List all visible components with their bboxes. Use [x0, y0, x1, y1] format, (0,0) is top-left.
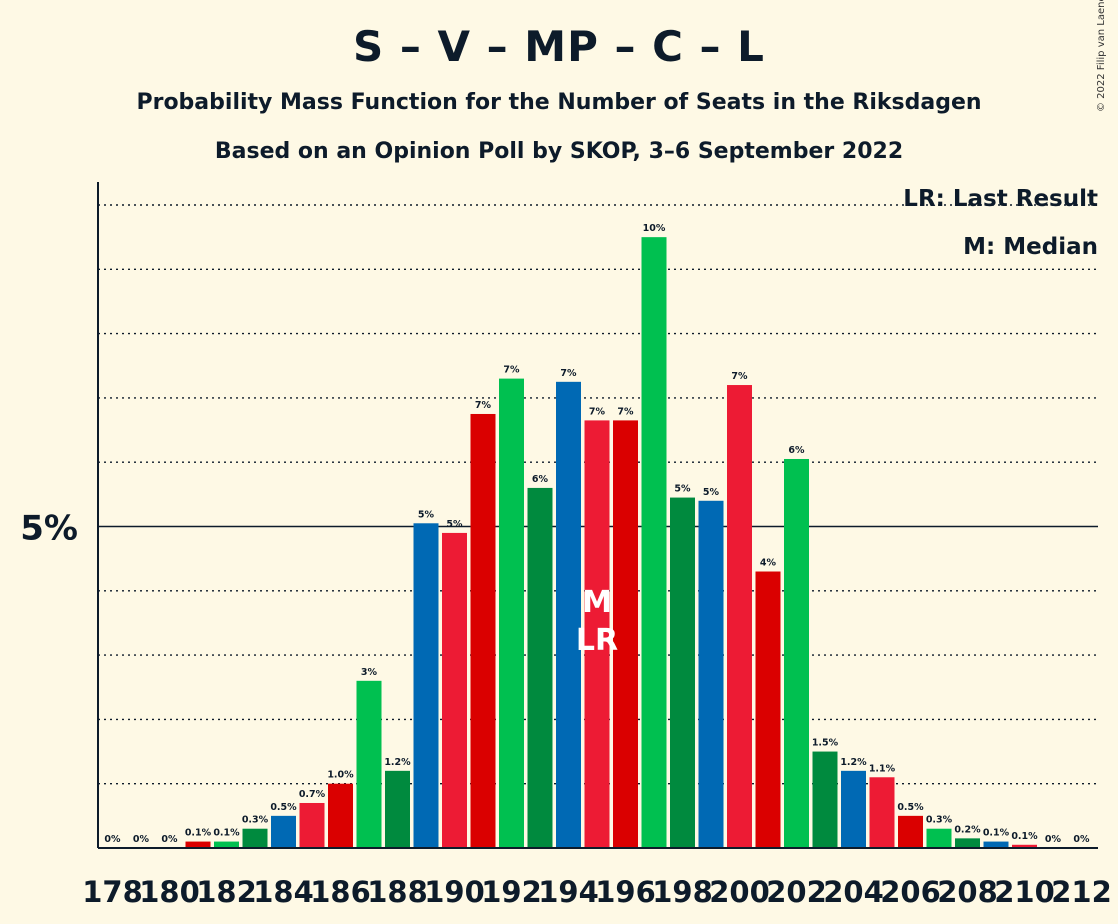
bar-198: [670, 497, 695, 848]
bar-181: [185, 841, 211, 848]
data-label-206: 0.5%: [897, 802, 924, 813]
data-label-178: 0%: [104, 834, 121, 845]
bar-191: [470, 413, 496, 848]
bar-203: [812, 751, 838, 848]
chart-title: S – V – MP – C – L: [353, 22, 765, 71]
bar-184: [271, 815, 296, 848]
data-label-179: 0%: [133, 834, 150, 845]
bar-200: [727, 385, 752, 848]
x-tick-label-188: 188: [367, 875, 428, 909]
data-label-191: 7%: [475, 400, 492, 411]
bar-208: [955, 838, 980, 848]
data-label-207: 0.3%: [926, 815, 953, 826]
bar-206: [898, 815, 923, 848]
data-label-194: 7%: [560, 368, 577, 379]
data-label-209: 0.1%: [983, 828, 1010, 839]
data-label-181: 0.1%: [185, 828, 212, 839]
data-label-204: 1.2%: [840, 757, 867, 768]
bar-183: [242, 828, 268, 848]
x-tick-label-182: 182: [196, 875, 257, 909]
bar-197: [641, 237, 667, 848]
x-tick-label-204: 204: [823, 875, 884, 909]
bar-185: [299, 802, 325, 848]
data-label-192: 7%: [503, 365, 520, 376]
x-tick-label-196: 196: [595, 875, 656, 909]
bar-201: [755, 571, 781, 848]
chart-subtitle-source: Based on an Opinion Poll by SKOP, 3–6 Se…: [214, 139, 904, 164]
x-tick-label-206: 206: [880, 875, 941, 909]
data-label-202: 6%: [788, 445, 805, 456]
data-label-189: 5%: [418, 509, 435, 520]
x-tick-label-180: 180: [139, 875, 200, 909]
bar-196: [613, 420, 638, 848]
x-tick-label-184: 184: [253, 875, 314, 909]
x-tick-label-210: 210: [994, 875, 1055, 909]
bar-204: [841, 770, 866, 848]
x-tick-label-190: 190: [424, 875, 485, 909]
data-label-196: 7%: [617, 406, 634, 417]
legend-last-result: LR: Last Result: [903, 186, 1098, 212]
data-label-183: 0.3%: [242, 815, 269, 826]
data-label-185: 0.7%: [299, 789, 326, 800]
bar-188: [385, 770, 410, 848]
x-tick-label-200: 200: [709, 875, 770, 909]
bar-207: [926, 828, 952, 848]
x-tick-label-208: 208: [937, 875, 998, 909]
bar-210: [1012, 844, 1037, 848]
bar-187: [356, 680, 382, 848]
data-label-208: 0.2%: [954, 824, 981, 835]
data-label-195: 7%: [589, 406, 606, 417]
data-label-211: 0%: [1045, 834, 1062, 845]
bar-194: [556, 381, 581, 848]
y-tick-label: 5%: [20, 509, 78, 549]
data-label-182: 0.1%: [213, 828, 240, 839]
x-tick-label-186: 186: [310, 875, 371, 909]
bar-199: [698, 500, 724, 848]
x-tick-label-212: 212: [1051, 875, 1112, 909]
x-tick-label-198: 198: [652, 875, 713, 909]
bar-209: [983, 841, 1009, 848]
data-label-184: 0.5%: [270, 802, 297, 813]
bar-205: [869, 777, 895, 848]
bar-192: [499, 378, 524, 848]
data-label-186: 1.0%: [327, 770, 354, 781]
bar-193: [527, 487, 553, 848]
data-label-203: 1.5%: [812, 738, 839, 749]
bar-189: [413, 523, 439, 848]
data-label-205: 1.1%: [869, 763, 896, 774]
bar-186: [328, 783, 353, 848]
data-label-212: 0%: [1073, 834, 1090, 845]
bar-182: [214, 841, 239, 848]
x-tick-label-192: 192: [481, 875, 542, 909]
data-label-187: 3%: [361, 667, 378, 678]
data-label-188: 1.2%: [384, 757, 411, 768]
data-label-180: 0%: [161, 834, 178, 845]
data-label-210: 0.1%: [1011, 831, 1038, 842]
median-marker: M: [582, 585, 612, 620]
data-label-201: 4%: [760, 558, 777, 569]
x-tick-label-178: 178: [82, 875, 143, 909]
data-label-197: 10%: [643, 223, 666, 234]
last-result-marker: LR: [576, 623, 618, 658]
bar-202: [784, 458, 809, 848]
bar-190: [442, 532, 467, 848]
data-label-193: 6%: [532, 474, 549, 485]
bar-195: [584, 420, 610, 848]
chart-subtitle: Probability Mass Function for the Number…: [136, 90, 982, 115]
data-label-190: 5%: [446, 519, 463, 530]
data-label-199: 5%: [703, 487, 720, 498]
data-label-200: 7%: [731, 371, 748, 382]
legend-median: M: Median: [963, 234, 1098, 260]
x-tick-label-202: 202: [766, 875, 827, 909]
data-label-198: 5%: [674, 484, 691, 495]
x-tick-label-194: 194: [538, 875, 599, 909]
